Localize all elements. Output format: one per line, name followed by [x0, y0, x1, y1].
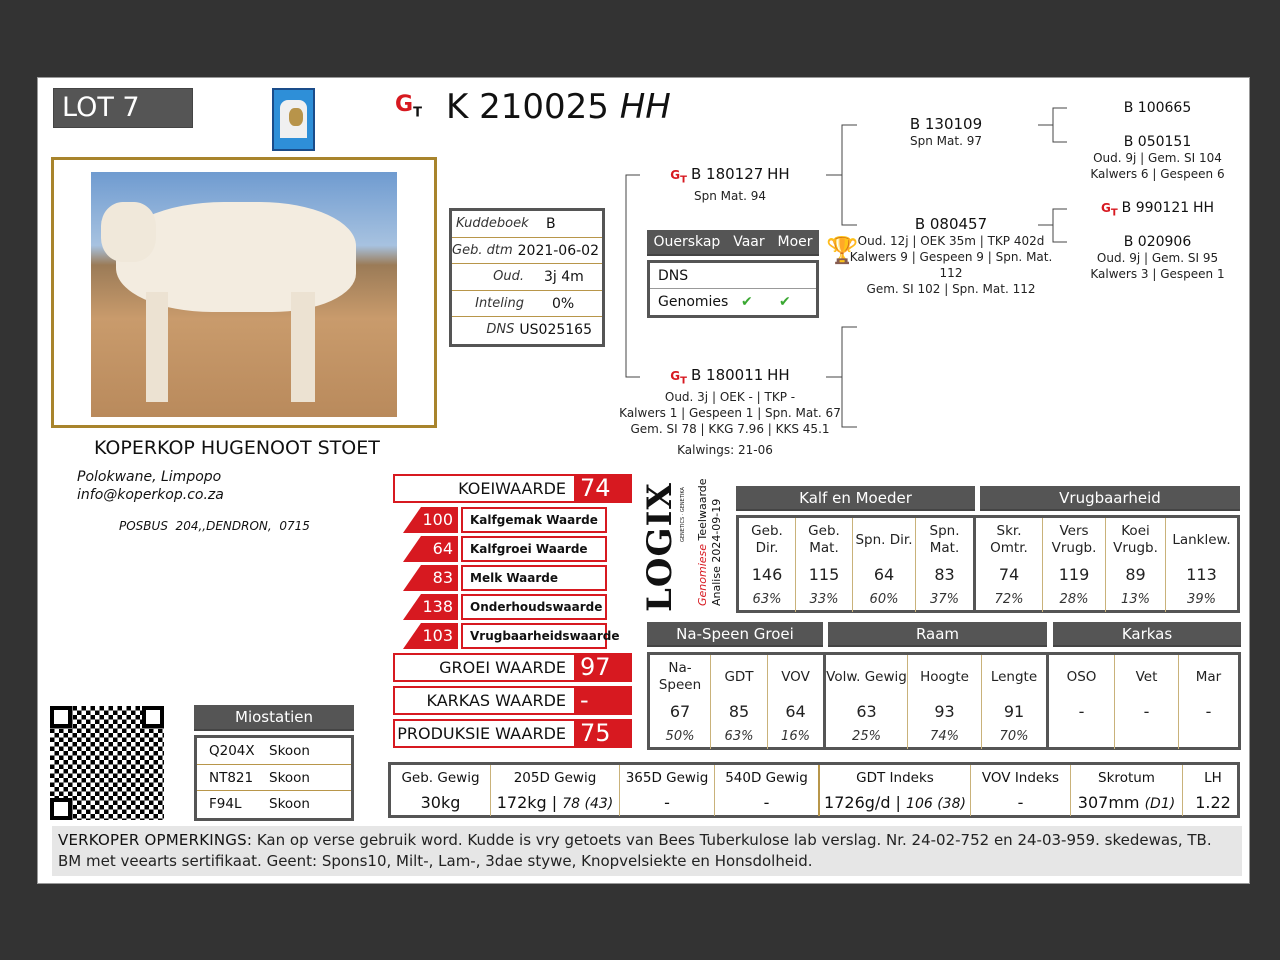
- gt-logo-icon: GT: [670, 168, 687, 186]
- pedigree-sdd: B 020906 Oud. 9j | Gem. SI 95 Kalwers 3 | …: [1090, 234, 1225, 281]
- bull-photo: [91, 172, 397, 417]
- pedigree-sds: GT B 990121 HH: [1100, 200, 1215, 219]
- parentage-header: Ouerskap Vaar Moer: [647, 230, 819, 256]
- breeder-location: Polokwane, Limpopo: [77, 469, 222, 485]
- pedigree-sire: GT B 180127 HH Spn Mat. 94: [670, 165, 790, 204]
- miostatien-table: Q204X Skoon NT821 Skoon F94L Skoon: [194, 735, 354, 821]
- karkas-waarde: KARKAS WAARDE -: [393, 686, 632, 715]
- raam-header: Raam: [828, 622, 1047, 647]
- produksie-waarde: PRODUKSIE WAARDE 75: [393, 719, 632, 748]
- trophy-icon: 🏆: [826, 236, 859, 266]
- logix-logo: LOGIX: [640, 482, 680, 612]
- qr-code: [50, 706, 164, 820]
- koeiwaarde: KOEIWAARDE 74: [393, 474, 632, 503]
- check-icon: ✔: [741, 294, 753, 310]
- lot-badge: LOT 7 (M): [53, 88, 193, 161]
- pedigree-sire-dam: B 080457 Oud. 12j | OEK 35m | TKP 402d Kal…: [849, 215, 1053, 296]
- kalf-en-moeder-header: Kalf en Moeder: [736, 486, 975, 511]
- gt-logo-icon: GT: [1100, 201, 1118, 219]
- photo-frame: [51, 157, 437, 428]
- miostatien-header: Miostatien: [194, 705, 354, 731]
- gt-logo-icon: GT: [395, 92, 422, 121]
- na-speen-header: Na-Speen Groei: [647, 622, 823, 647]
- breeder-address: POSBUS 204,,DENDRON, 0715: [119, 519, 310, 533]
- karkas-header: Karkas: [1053, 622, 1241, 647]
- pedigree-sire-sire: B 130109 Spn Mat. 97: [909, 115, 983, 148]
- sub-scores: 100 Kalfgemak Waarde 64 Kalfgroei Waarde 8…: [403, 507, 620, 649]
- stud-logo: [272, 88, 315, 151]
- animal-id: K 210025 HH: [446, 87, 671, 127]
- logix-tagline: GENETICS · GENETIKA: [680, 487, 686, 542]
- ebv-table-top: Geb. Dir. 146 63% Geb. Mat. 115 33% Spn. Dir…: [736, 515, 1240, 613]
- logix-analysis: Genomiese Teelwaarde Analise 2024-09-19: [696, 478, 723, 606]
- pedigree-ssd: B 050151 Oud. 9j | Gem. SI 104 Kalwers 6 |…: [1090, 134, 1225, 181]
- pedigree-sss: B 100665: [1123, 100, 1192, 116]
- pedigree-dam: GT B 180011 HH Oud. 3j | OEK - | TKP - Kalw…: [619, 366, 841, 458]
- parentage-table: DNS Genomies ✔ ✔: [647, 260, 819, 318]
- ebv-table-bottom: Na- Speen 67 50% GDT 85 63% VOV 64 16% Volw. G…: [647, 652, 1241, 750]
- seller-remarks: VERKOPER OPMERKINGS: Kan op verse gebrui…: [52, 826, 1242, 876]
- gt-logo-icon: GT: [670, 369, 687, 387]
- animal-details: Kuddeboek B Geb. dtm 2021-06-02 Oud. 3j 4m …: [449, 208, 605, 347]
- check-icon: ✔: [779, 294, 791, 310]
- breeder-name: KOPERKOP HUGENOOT STOET: [94, 437, 380, 459]
- breeder-email: info@koperkop.co.za: [77, 487, 224, 503]
- groei-waarde: GROEI WAARDE 97: [393, 653, 632, 682]
- vrugbaarheid-header: Vrugbaarheid: [980, 486, 1240, 511]
- weights-table: Geb. Gewig 30kg 205D Gewig 172kg | 78 (43)…: [388, 762, 1240, 818]
